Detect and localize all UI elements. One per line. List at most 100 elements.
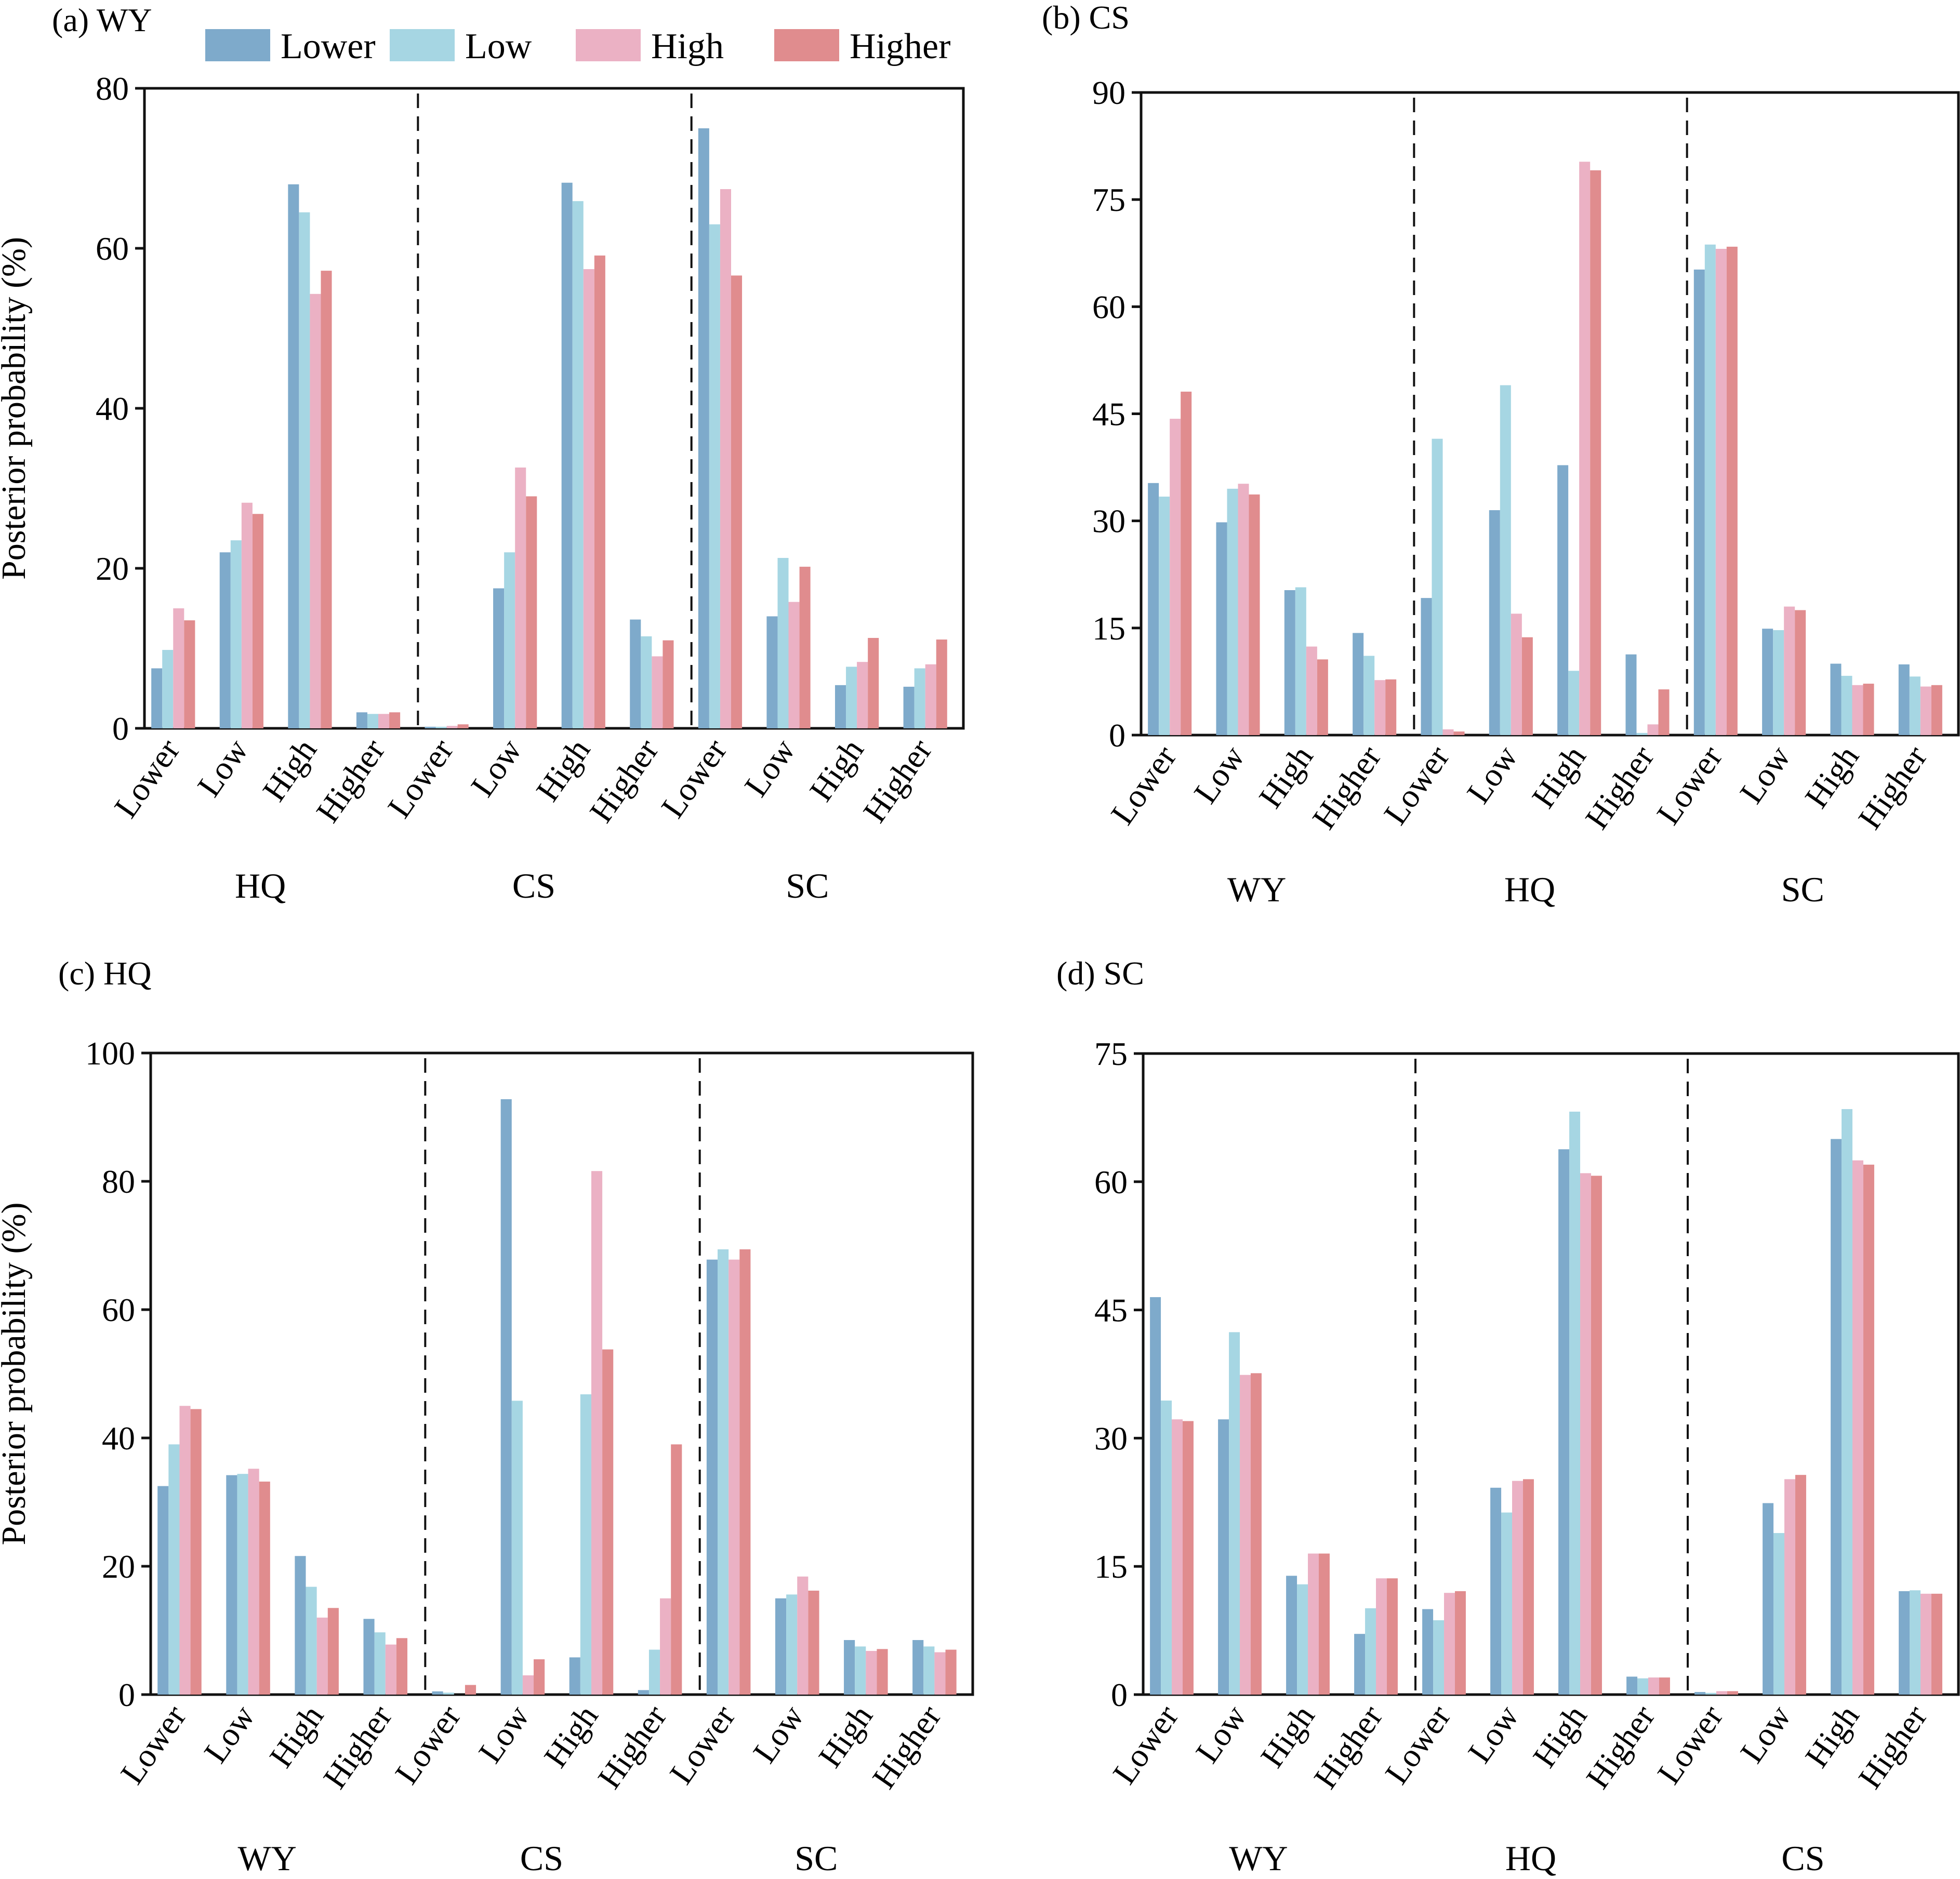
x-tick-label: High	[1253, 1698, 1322, 1774]
x-tick-label: Lower	[1650, 1698, 1730, 1791]
bar-wy-high-higher	[327, 1608, 339, 1695]
bar-cs-low-low	[1773, 1533, 1785, 1695]
bar-cs-lower-lower	[1694, 1692, 1706, 1695]
bar-wy-higher-low	[1363, 656, 1375, 735]
legend-label: Higher	[850, 26, 950, 66]
y-tick-label: 80	[96, 70, 129, 107]
legend-swatch-low	[390, 29, 455, 61]
bar-hq-lower-lower	[1422, 1609, 1434, 1695]
bar-cs-high-high	[591, 1171, 603, 1695]
bar-hq-higher-higher	[1658, 689, 1670, 735]
group-label: HQ	[1504, 870, 1555, 909]
bar-cs-higher-high	[652, 656, 663, 728]
bar-cs-high-low	[580, 1394, 591, 1695]
bar-sc-lower-low	[1704, 244, 1716, 735]
bar-sc-high-lower	[1830, 663, 1842, 735]
bar-hq-high-higher	[321, 271, 332, 728]
bar-sc-lower-high	[729, 1259, 740, 1695]
x-tick-label: Lower	[388, 1698, 468, 1791]
bar-hq-low-higher	[252, 514, 263, 728]
bar-wy-lower-low	[168, 1444, 180, 1695]
y-tick-label: 45	[1092, 396, 1125, 433]
group-label: WY	[1227, 870, 1286, 909]
bar-sc-higher-higher	[1931, 685, 1942, 735]
bar-sc-higher-lower	[903, 686, 915, 728]
bar-wy-higher-high	[1374, 680, 1386, 735]
bar-wy-low-lower	[226, 1475, 237, 1695]
legend-item-lower: Lower	[205, 26, 376, 66]
bar-wy-high-lower	[1286, 1576, 1297, 1695]
panel-title: (b) CS	[1042, 0, 1130, 36]
panel-title: (c) HQ	[58, 955, 151, 992]
bar-cs-high-low	[572, 201, 584, 728]
y-tick-label: 60	[1092, 288, 1125, 325]
x-tick-label: High	[1798, 1698, 1866, 1774]
bar-hq-low-high	[241, 502, 253, 728]
x-tick-label: Low	[190, 732, 255, 803]
bar-hq-higher-low	[1636, 732, 1648, 735]
x-tick-label: Higher	[865, 1698, 948, 1795]
bar-cs-low-higher	[534, 1659, 545, 1695]
bar-cs-high-lower	[569, 1657, 580, 1695]
bar-hq-high-higher	[1591, 1176, 1602, 1695]
bar-cs-high-high	[1852, 1160, 1863, 1695]
group-label: SC	[786, 866, 829, 905]
legend-swatch-higher	[774, 29, 839, 61]
bar-wy-higher-low	[1365, 1608, 1376, 1695]
bar-cs-lower-higher	[1727, 1691, 1738, 1695]
x-tick-label: Higher	[856, 732, 939, 829]
x-tick-label: Lower	[663, 1698, 743, 1791]
x-tick-label: Low	[1733, 1698, 1798, 1769]
bar-cs-higher-high	[1921, 1593, 1931, 1695]
bar-sc-low-lower	[766, 616, 778, 728]
group-label: HQ	[1505, 1838, 1556, 1878]
bar-sc-low-high	[788, 602, 800, 728]
x-tick-label: Higher	[582, 732, 666, 829]
bar-hq-low-high	[1511, 614, 1522, 735]
bar-hq-lower-low	[1432, 438, 1443, 735]
y-tick-label: 100	[85, 1035, 135, 1072]
bar-wy-high-high	[316, 1617, 328, 1695]
group-label: CS	[1781, 1838, 1824, 1878]
x-tick-label: High	[1252, 739, 1320, 815]
legend-label: High	[651, 26, 724, 66]
x-tick-label: High	[1525, 739, 1593, 815]
x-tick-label: Low	[1187, 739, 1252, 810]
bar-wy-high-low	[1295, 587, 1306, 735]
bar-cs-high-lower	[561, 182, 573, 729]
bar-hq-high-lower	[288, 184, 299, 728]
bar-sc-higher-low	[923, 1646, 935, 1695]
bar-sc-lower-high	[1715, 249, 1727, 736]
bar-hq-low-lower	[1490, 1487, 1502, 1695]
bar-hq-low-lower	[1489, 510, 1500, 735]
y-tick-label: 40	[96, 390, 129, 427]
bar-sc-high-low	[1841, 675, 1852, 735]
bar-hq-higher-lower	[1625, 654, 1637, 735]
bar-wy-higher-high	[1376, 1578, 1387, 1695]
x-tick-label: High	[255, 732, 324, 808]
bar-sc-higher-lower	[1898, 664, 1910, 735]
bar-wy-low-low	[1229, 1332, 1240, 1695]
x-tick-label: Lower	[654, 732, 734, 824]
x-tick-label: Higher	[1306, 1698, 1389, 1795]
x-tick-label: High	[802, 732, 871, 808]
bar-sc-higher-low	[1909, 676, 1921, 735]
bar-hq-higher-high	[1648, 1677, 1659, 1695]
bar-wy-low-low	[237, 1474, 248, 1695]
y-tick-label: 30	[1094, 1420, 1128, 1457]
x-tick-label: Lower	[1376, 739, 1456, 831]
bar-cs-lower-high	[446, 726, 458, 728]
bar-sc-high-lower	[835, 685, 846, 728]
bar-sc-lower-low	[709, 224, 720, 728]
bar-cs-low-low	[504, 552, 515, 728]
bar-hq-lower-lower	[151, 668, 163, 728]
bar-cs-high-higher	[594, 255, 605, 728]
bar-cs-low-lower	[1763, 1503, 1774, 1695]
x-tick-label: Higher	[1851, 1698, 1934, 1795]
bar-wy-low-high	[1238, 484, 1249, 735]
panel-3: (c) HQ 0 20 40 60 80 100 Posterior probability …	[0, 955, 974, 1878]
y-tick-label: 20	[102, 1548, 135, 1585]
panel-title: (a) WY	[52, 2, 152, 38]
x-tick-label: Low	[1461, 1698, 1526, 1769]
